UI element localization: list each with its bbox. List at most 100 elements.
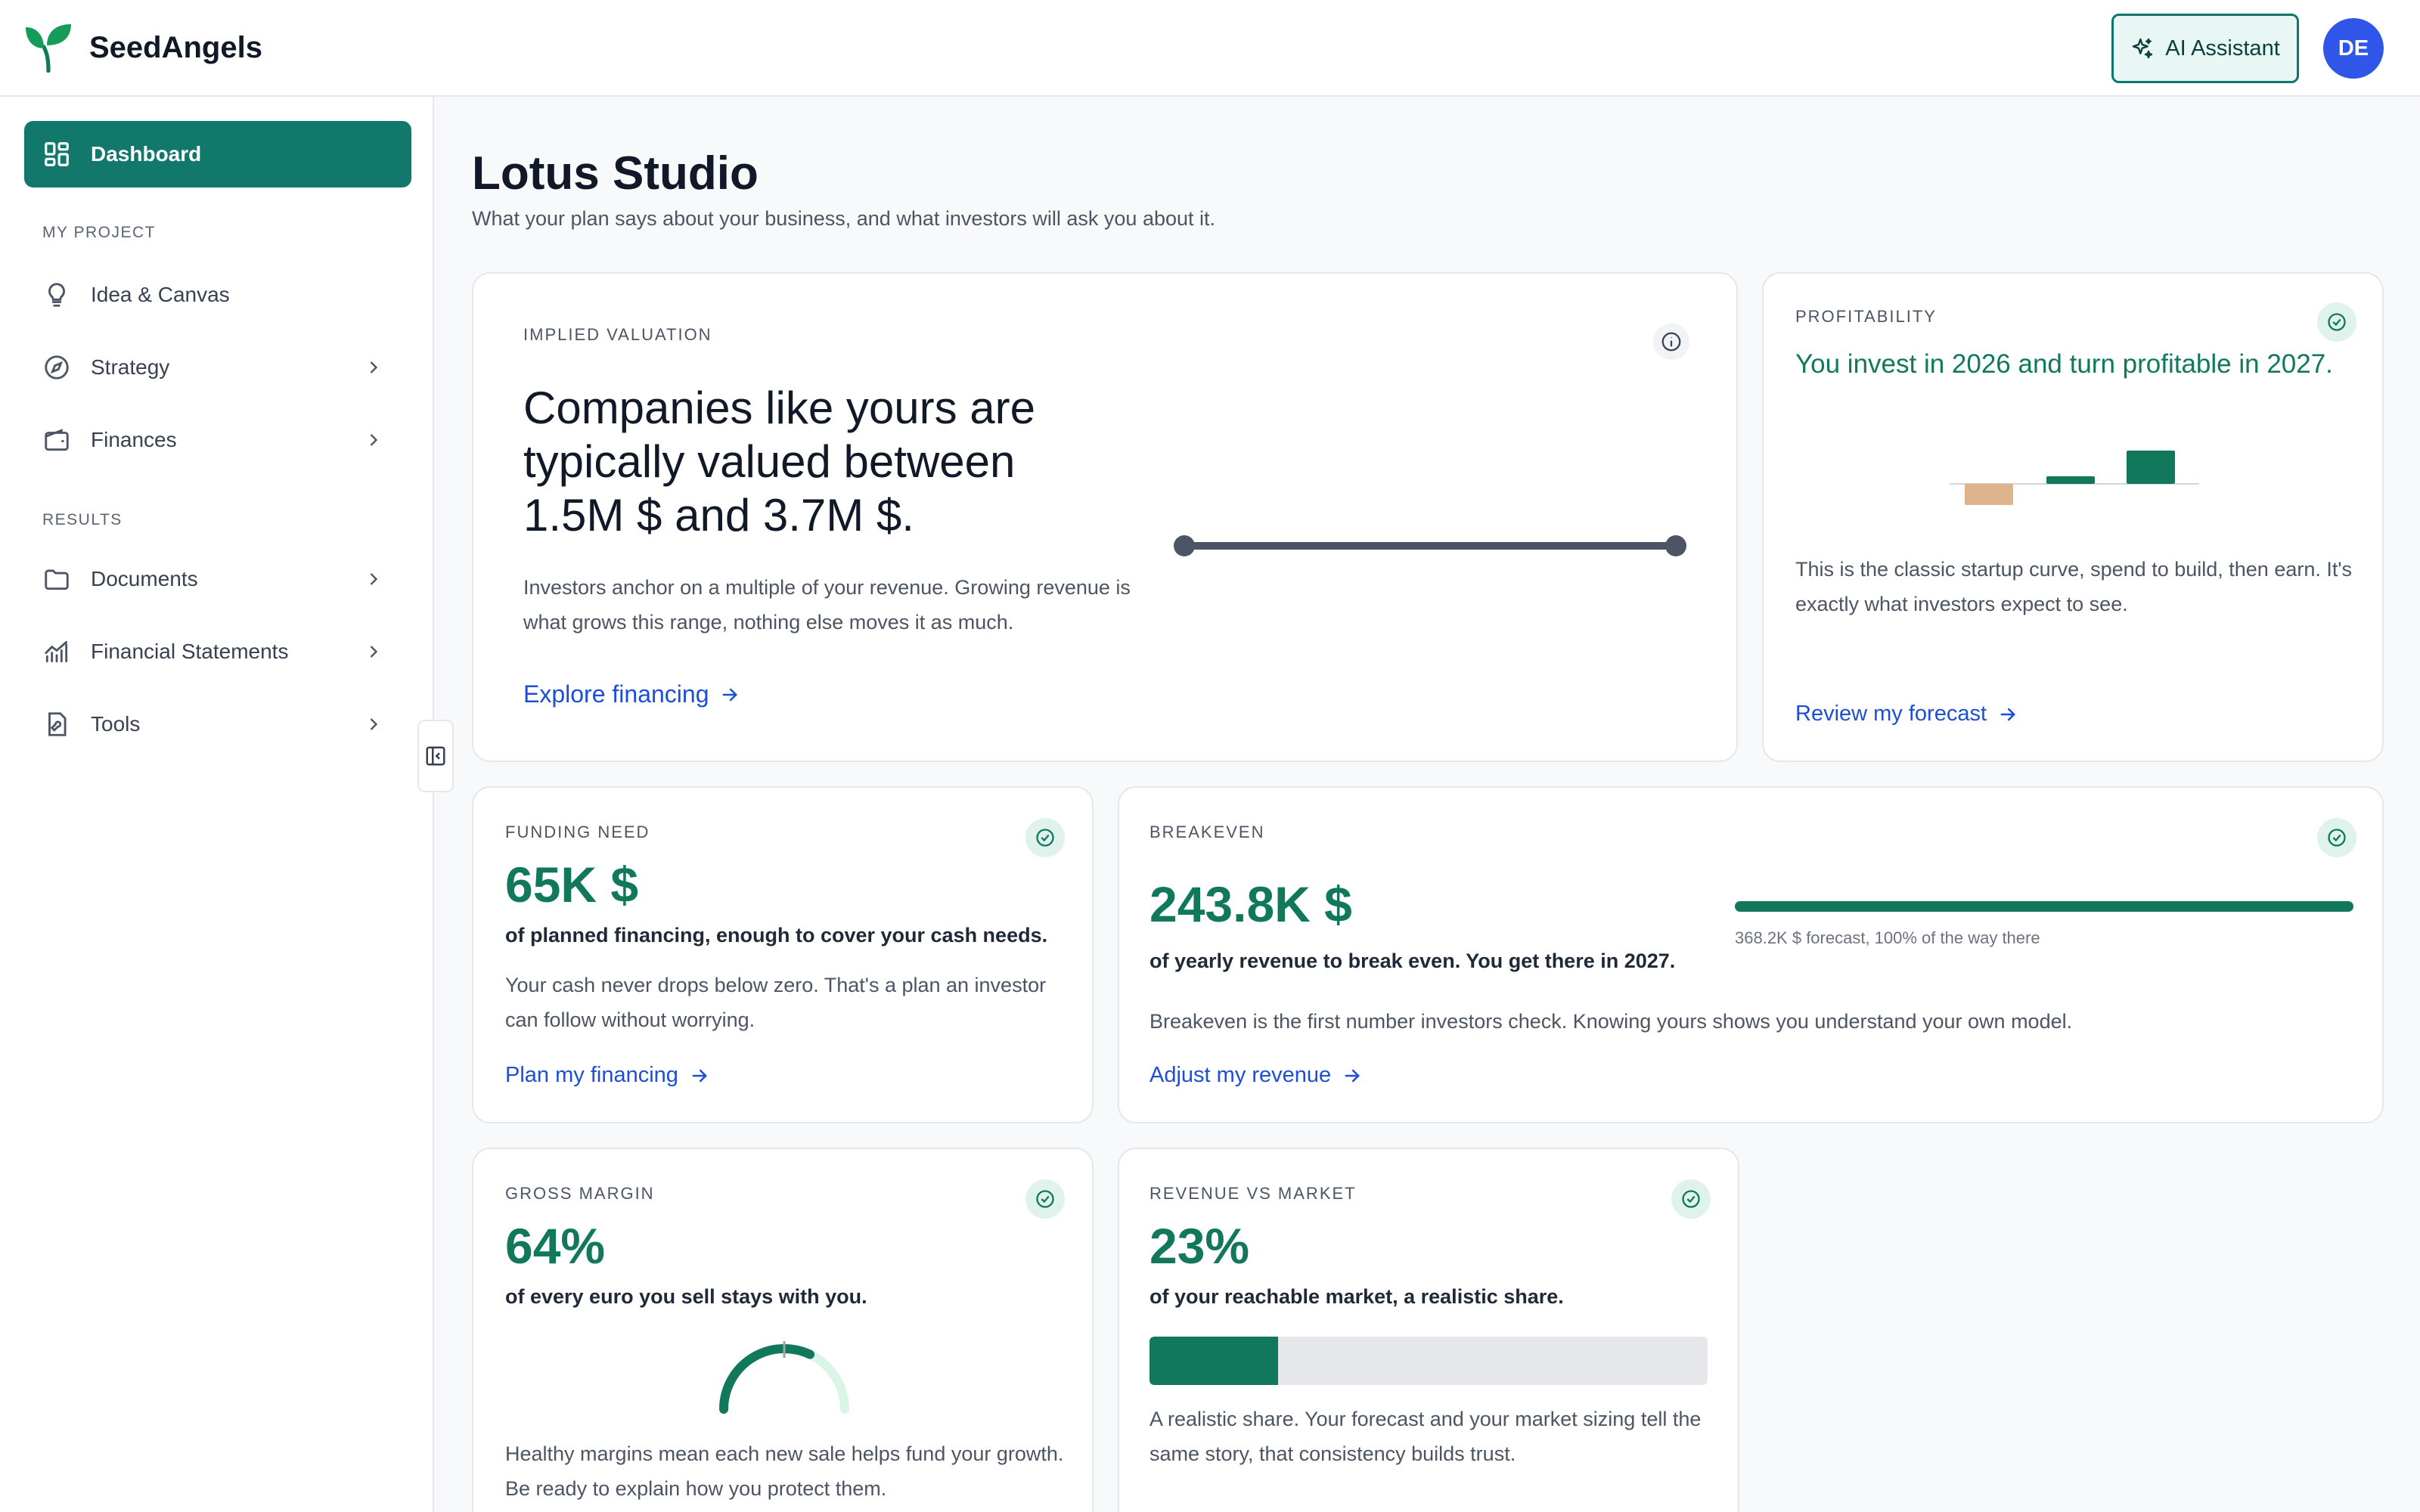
info-button[interactable] — [1653, 324, 1689, 360]
check-badge — [1025, 818, 1065, 857]
chart-icon — [45, 640, 68, 663]
valuation-headline: Companies like yours are typically value… — [523, 383, 1035, 541]
brand-logo[interactable]: SeedAngels — [24, 23, 262, 73]
plan-financing-label: Plan my financing — [505, 1063, 678, 1087]
bar-year-1 — [1965, 484, 2013, 505]
breakeven-progress-fill — [1735, 901, 2353, 912]
breakeven-progress-track — [1735, 901, 2353, 912]
revenue-market-value: 23% — [1150, 1218, 1250, 1274]
chevron-right-icon — [370, 434, 378, 446]
funding-value: 65K $ — [505, 857, 639, 912]
sidebar-item-tools[interactable]: Tools — [24, 692, 411, 756]
funding-kicker: FUNDING NEED — [505, 823, 650, 841]
funding-lead: of planned financing, enough to cover yo… — [505, 924, 1048, 947]
ai-assistant-label: AI Assistant — [2165, 36, 2280, 60]
bar-year-2 — [2046, 476, 2095, 484]
sidebar: Dashboard MY PROJECT Idea & Canvas Strat… — [0, 97, 434, 1512]
plan-financing-link[interactable]: Plan my financing — [505, 1063, 710, 1088]
revenue-market-kicker: REVENUE VS MARKET — [1150, 1184, 1357, 1203]
check-badge — [2317, 818, 2356, 857]
breakeven-kicker: BREAKEVEN — [1150, 823, 1265, 841]
sidebar-item-finances[interactable]: Finances — [24, 408, 411, 472]
sidebar-item-idea-canvas[interactable]: Idea & Canvas — [24, 263, 411, 327]
chevron-right-icon — [370, 361, 378, 373]
collapse-sidebar-button[interactable] — [417, 720, 454, 792]
sidebar-item-strategy[interactable]: Strategy — [24, 336, 411, 399]
bar-year-3 — [2127, 451, 2175, 484]
sidebar-item-label: Documents — [91, 567, 198, 590]
review-forecast-label: Review my forecast — [1795, 702, 1987, 726]
check-circle-icon — [1036, 829, 1054, 847]
breakeven-progress-caption: 368.2K $ forecast, 100% of the way there — [1735, 928, 2040, 947]
profitability-mini-chart — [1950, 451, 2199, 505]
arrow-right-icon — [1345, 1069, 1360, 1082]
sidebar-collapse-icon — [426, 746, 445, 766]
gauge-fill — [719, 1344, 815, 1414]
dashboard-icon — [45, 142, 69, 166]
sparkle-icon — [2133, 38, 2153, 59]
range-max-handle[interactable] — [1665, 535, 1686, 556]
info-icon — [1661, 332, 1681, 352]
funding-need-card: FUNDING NEED 65K $ of planned financing,… — [472, 786, 1094, 1123]
gross-margin-gauge — [719, 1341, 849, 1414]
range-min-handle[interactable] — [1174, 535, 1195, 556]
wallet-icon — [45, 429, 69, 451]
compass-icon — [45, 355, 69, 380]
check-circle-icon — [2328, 313, 2346, 331]
check-circle-icon — [1682, 1190, 1700, 1208]
page-title: Lotus Studio — [472, 147, 759, 200]
adjust-revenue-link[interactable]: Adjust my revenue — [1150, 1063, 1363, 1088]
check-badge — [1671, 1179, 1711, 1219]
brand-name: SeedAngels — [89, 30, 262, 64]
check-circle-icon — [2328, 829, 2346, 847]
gross-margin-card: GROSS MARGIN 64% of every euro you sell … — [472, 1148, 1094, 1512]
valuation-range-slider — [1174, 535, 1686, 556]
sidebar-item-documents[interactable]: Documents — [24, 547, 411, 611]
profitability-kicker: PROFITABILITY — [1795, 307, 1937, 326]
breakeven-lead: of yearly revenue to break even. You get… — [1150, 950, 1676, 972]
sidebar-item-financial-statements[interactable]: Financial Statements — [24, 620, 411, 683]
explore-financing-link[interactable]: Explore financing — [523, 680, 740, 708]
revenue-market-lead: of your reachable market, a realistic sh… — [1150, 1285, 1564, 1308]
section-label-results: RESULTS — [42, 511, 123, 528]
sidebar-item-label: Idea & Canvas — [91, 283, 230, 306]
sidebar-item-dashboard[interactable]: Dashboard — [24, 121, 411, 187]
section-label-my-project: MY PROJECT — [42, 224, 156, 241]
adjust-revenue-label: Adjust my revenue — [1150, 1063, 1332, 1087]
arrow-right-icon — [723, 688, 738, 701]
chevron-right-icon — [370, 646, 378, 658]
arrow-right-icon — [2000, 708, 2015, 720]
page-subtitle: What your plan says about your business,… — [472, 207, 1216, 230]
ai-assistant-button[interactable]: AI Assistant — [2111, 14, 2299, 83]
arrow-right-icon — [692, 1069, 707, 1082]
top-bar: SeedAngels AI Assistant DE — [0, 0, 2420, 97]
breakeven-value: 243.8K $ — [1150, 876, 1352, 932]
market-share-fill — [1150, 1337, 1278, 1385]
valuation-body: Investors anchor on a multiple of your r… — [523, 576, 1131, 634]
breakeven-body: Breakeven is the first number investors … — [1150, 1010, 2073, 1033]
check-badge — [2317, 302, 2356, 342]
folder-icon — [45, 569, 69, 590]
profitability-card: PROFITABILITY You invest in 2026 and tur… — [1762, 272, 2384, 762]
profitability-headline: You invest in 2026 and turn profitable i… — [1795, 349, 2333, 379]
valuation-kicker: IMPLIED VALUATION — [523, 325, 712, 344]
revenue-vs-market-card: REVENUE VS MARKET 23% of your reachable … — [1118, 1148, 1739, 1512]
gross-margin-value: 64% — [505, 1218, 606, 1274]
gross-margin-kicker: GROSS MARGIN — [505, 1184, 655, 1203]
lightbulb-icon — [48, 283, 65, 307]
market-share-track — [1150, 1337, 1708, 1385]
chevron-right-icon — [370, 573, 378, 585]
valuation-card: IMPLIED VALUATION Companies like yours a… — [472, 272, 1738, 762]
check-badge — [1025, 1179, 1065, 1219]
user-avatar[interactable]: DE — [2323, 18, 2384, 79]
sidebar-item-label: Tools — [91, 712, 141, 736]
sprout-icon — [26, 24, 71, 73]
explore-financing-label: Explore financing — [523, 680, 709, 708]
sidebar-item-label: Financial Statements — [91, 640, 289, 663]
review-forecast-link[interactable]: Review my forecast — [1795, 702, 2018, 727]
revenue-market-body: A realistic share. Your forecast and you… — [1150, 1408, 1702, 1465]
chevron-right-icon — [370, 718, 378, 730]
funding-body: Your cash never drops below zero. That's… — [505, 974, 1047, 1031]
gross-margin-body: Healthy margins mean each new sale helps… — [505, 1442, 1064, 1500]
profitability-body: This is the classic startup curve, spend… — [1795, 558, 2353, 615]
